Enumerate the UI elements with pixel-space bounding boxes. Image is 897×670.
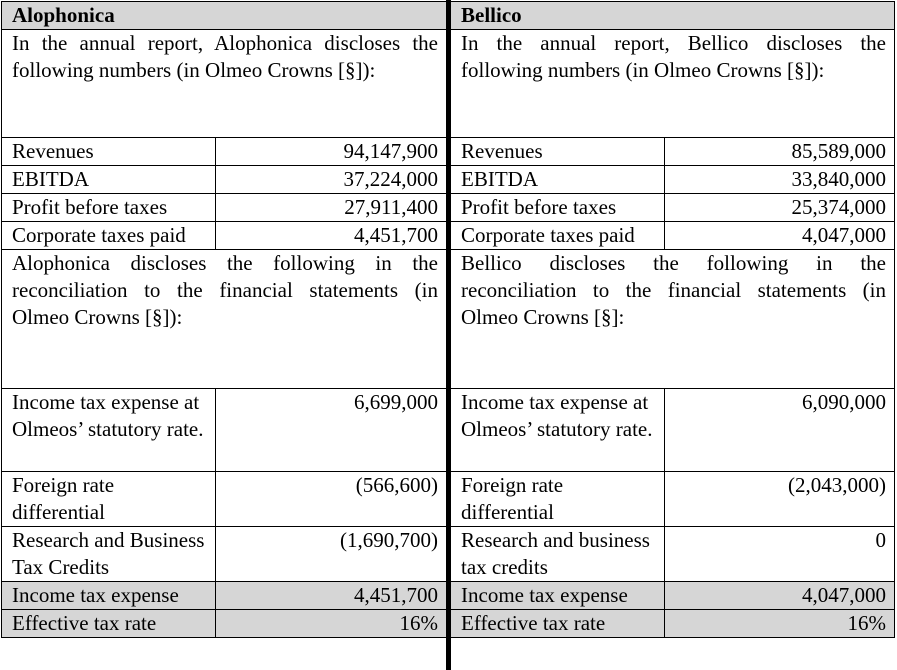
figure-value: 94,147,900 [215, 137, 447, 166]
income-tax-expense-value: 4,451,700 [215, 581, 447, 610]
column-divider [446, 0, 451, 670]
company-name: Bellico [450, 1, 895, 30]
reconciliation-value: (1,690,700) [215, 526, 447, 582]
figure-label: Revenues [1, 137, 216, 166]
table-row: Revenues 85,589,000 [450, 137, 895, 166]
effective-tax-rate-value: 16% [215, 609, 447, 638]
figure-label: Profit before taxes [1, 193, 216, 222]
figure-value: 27,911,400 [215, 193, 447, 222]
reconciliation-label: Income tax expense at Olmeos’ statutory … [450, 388, 665, 472]
table-row: Profit before taxes 25,374,000 [450, 193, 895, 222]
table-row: Foreign rate differential (566,600) [1, 471, 447, 527]
income-tax-expense-label: Income tax expense [1, 581, 216, 610]
figure-label: Corporate taxes paid [1, 221, 216, 250]
annual-report-intro: In the annual report, Alophonica disclos… [1, 29, 447, 138]
figure-label: Profit before taxes [450, 193, 665, 222]
reconciliation-label: Income tax expense at Olmeos’ statutory … [1, 388, 216, 472]
figure-value: 4,047,000 [664, 221, 895, 250]
table-row: Foreign rate differential (2,043,000) [450, 471, 895, 527]
reconciliation-label: Foreign rate differential [1, 471, 216, 527]
reconciliation-label: Research and Business Tax Credits [1, 526, 216, 582]
reconciliation-label: Research and business tax credits [450, 526, 665, 582]
reconciliation-value: 6,090,000 [664, 388, 895, 472]
table-row: Income tax expense 4,047,000 [450, 581, 895, 610]
table-row: Corporate taxes paid 4,451,700 [1, 221, 447, 250]
company-panel-bellico: Bellico In the annual report, Bellico di… [450, 1, 895, 668]
table-row: Income tax expense at Olmeos’ statutory … [1, 388, 447, 472]
income-tax-expense-label: Income tax expense [450, 581, 665, 610]
figure-value: 37,224,000 [215, 165, 447, 194]
reconciliation-value: 0 [664, 526, 895, 582]
table-row: EBITDA 37,224,000 [1, 165, 447, 194]
company-table: Bellico In the annual report, Bellico di… [450, 1, 895, 638]
effective-tax-rate-label: Effective tax rate [450, 609, 665, 638]
reconciliation-intro: Alophonica discloses the following in th… [1, 249, 447, 389]
reconciliation-label: Foreign rate differential [450, 471, 665, 527]
figure-value: 33,840,000 [664, 165, 895, 194]
company-panel-alophonica: Alophonica In the annual report, Alophon… [1, 1, 447, 668]
table-row: Income tax expense 4,451,700 [1, 581, 447, 610]
reconciliation-intro: Bellico discloses the following in the r… [450, 249, 895, 389]
figure-value: 25,374,000 [664, 193, 895, 222]
table-row: Research and Business Tax Credits (1,690… [1, 526, 447, 582]
table-row: Income tax expense at Olmeos’ statutory … [450, 388, 895, 472]
table-row: Revenues 94,147,900 [1, 137, 447, 166]
reconciliation-value: (566,600) [215, 471, 447, 527]
table-row: Effective tax rate 16% [450, 609, 895, 638]
figure-label: Revenues [450, 137, 665, 166]
figure-label: EBITDA [1, 165, 216, 194]
figure-value: 4,451,700 [215, 221, 447, 250]
company-name: Alophonica [1, 1, 447, 30]
table-row: Effective tax rate 16% [1, 609, 447, 638]
income-tax-expense-value: 4,047,000 [664, 581, 895, 610]
figure-label: EBITDA [450, 165, 665, 194]
company-table: Alophonica In the annual report, Alophon… [1, 1, 447, 638]
table-row: EBITDA 33,840,000 [450, 165, 895, 194]
reconciliation-value: (2,043,000) [664, 471, 895, 527]
table-row: Profit before taxes 27,911,400 [1, 193, 447, 222]
effective-tax-rate-label: Effective tax rate [1, 609, 216, 638]
table-row: Research and business tax credits 0 [450, 526, 895, 582]
annual-report-intro: In the annual report, Bellico discloses … [450, 29, 895, 138]
figure-label: Corporate taxes paid [450, 221, 665, 250]
table-row: Corporate taxes paid 4,047,000 [450, 221, 895, 250]
figure-value: 85,589,000 [664, 137, 895, 166]
effective-tax-rate-value: 16% [664, 609, 895, 638]
reconciliation-value: 6,699,000 [215, 388, 447, 472]
